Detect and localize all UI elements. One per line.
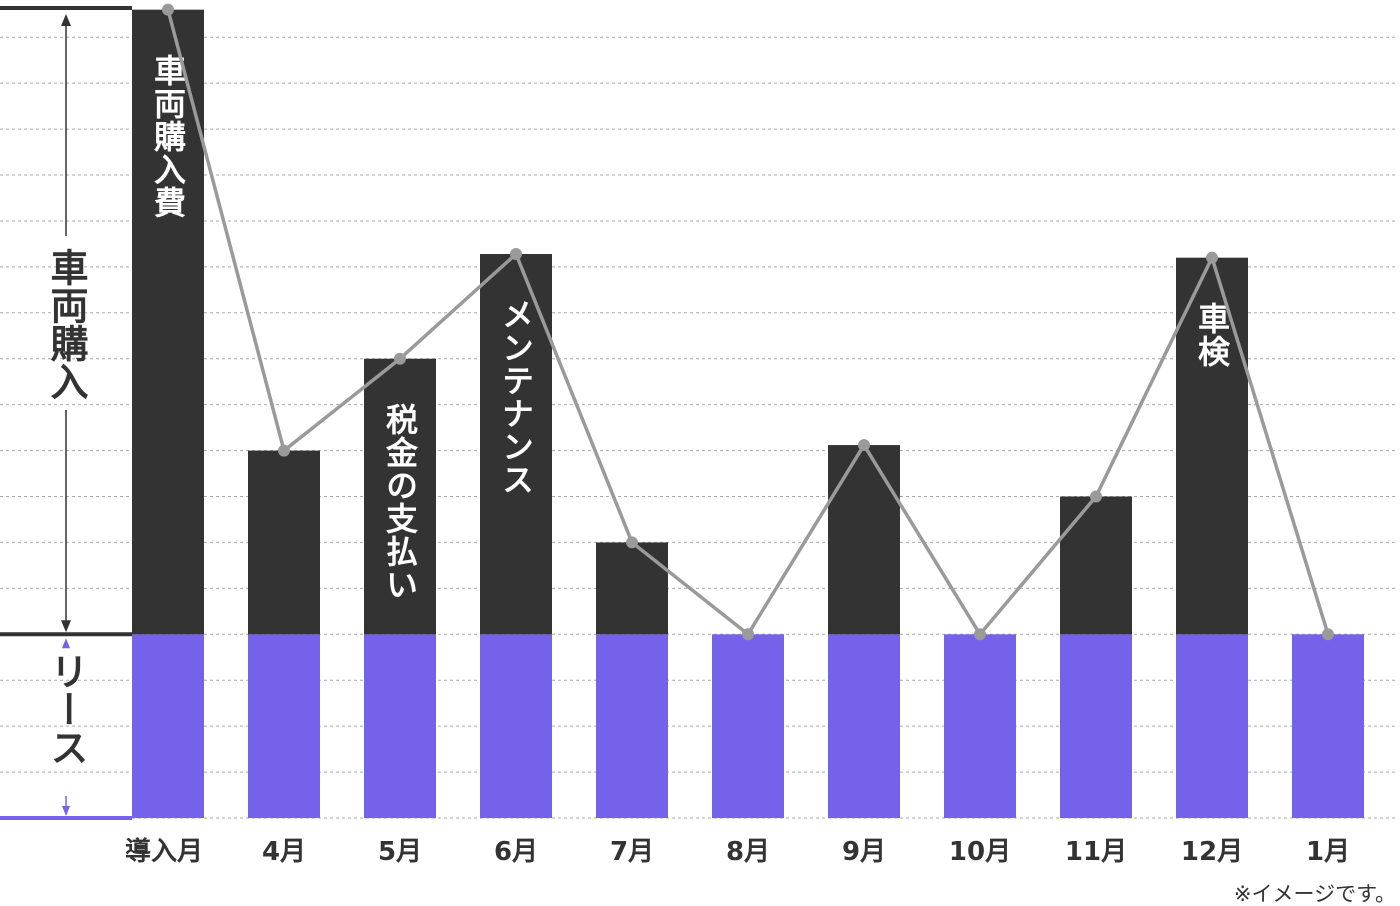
bar-cost (132, 9, 204, 635)
line-point (1206, 251, 1218, 264)
line-point (510, 248, 522, 261)
x-tick-label: 10月 (949, 837, 1011, 867)
bar-cost (248, 450, 320, 635)
line-point (394, 352, 406, 365)
x-tick-label: 9月 (842, 837, 886, 867)
bar-lease (828, 634, 900, 818)
x-tick-label: 5月 (378, 837, 422, 867)
x-axis-labels: 導入月 4月 5月 6月 7月 8月 9月 10月 11月 12月 1月 (125, 836, 1350, 867)
bar-lease (364, 634, 436, 818)
bar-lease (1176, 634, 1248, 818)
bar-label: メンテナンス (497, 298, 535, 496)
bar-lease (712, 634, 784, 818)
x-tick-label: 8月 (726, 837, 770, 867)
x-tick-label: 4月 (262, 837, 306, 867)
bar-lease (1060, 634, 1132, 818)
bar-lease (596, 634, 668, 818)
line-point (626, 536, 638, 549)
trend-line (162, 3, 1334, 641)
bar-cost (364, 358, 436, 635)
bar-lease (1292, 634, 1364, 818)
bar-cost (1060, 496, 1132, 635)
x-tick-label: 11月 (1065, 837, 1127, 867)
line-series (166, 9, 1330, 637)
bar-cost (596, 542, 668, 635)
grid-lines (0, 36, 1398, 819)
line-point (858, 439, 870, 452)
bar-cost (828, 445, 900, 635)
bar-label: 車検 (1193, 302, 1231, 368)
bar-lease (944, 634, 1016, 818)
arrow-head-down (61, 620, 71, 633)
arrow-head-up-lease (62, 638, 70, 649)
line-point (742, 628, 754, 641)
bar-lease (132, 634, 204, 818)
bar-label: 車両購入費 (149, 54, 187, 219)
arrow-head-up (61, 14, 71, 26)
bar-cost (1176, 257, 1248, 635)
line-point (974, 628, 986, 641)
note-text: ※イメージです。 (1234, 882, 1396, 906)
x-tick-label: 7月 (610, 837, 654, 867)
bracket-label-lower: リース (44, 652, 88, 766)
bracket-label-upper: 車両購入 (44, 248, 88, 400)
arrow-head-down-lease (62, 806, 70, 816)
line-point (1090, 490, 1102, 503)
bar-lease (248, 634, 320, 818)
line-point (278, 444, 290, 457)
line-point (1322, 628, 1334, 641)
x-tick-label: 6月 (494, 837, 538, 867)
bar-label: 税金の支払い (381, 403, 419, 601)
x-tick-label: 1月 (1306, 837, 1350, 867)
bar-lease (480, 634, 552, 818)
x-tick-label: 12月 (1181, 837, 1243, 867)
line-point (162, 3, 174, 16)
x-tick-label: 導入月 (125, 836, 203, 867)
